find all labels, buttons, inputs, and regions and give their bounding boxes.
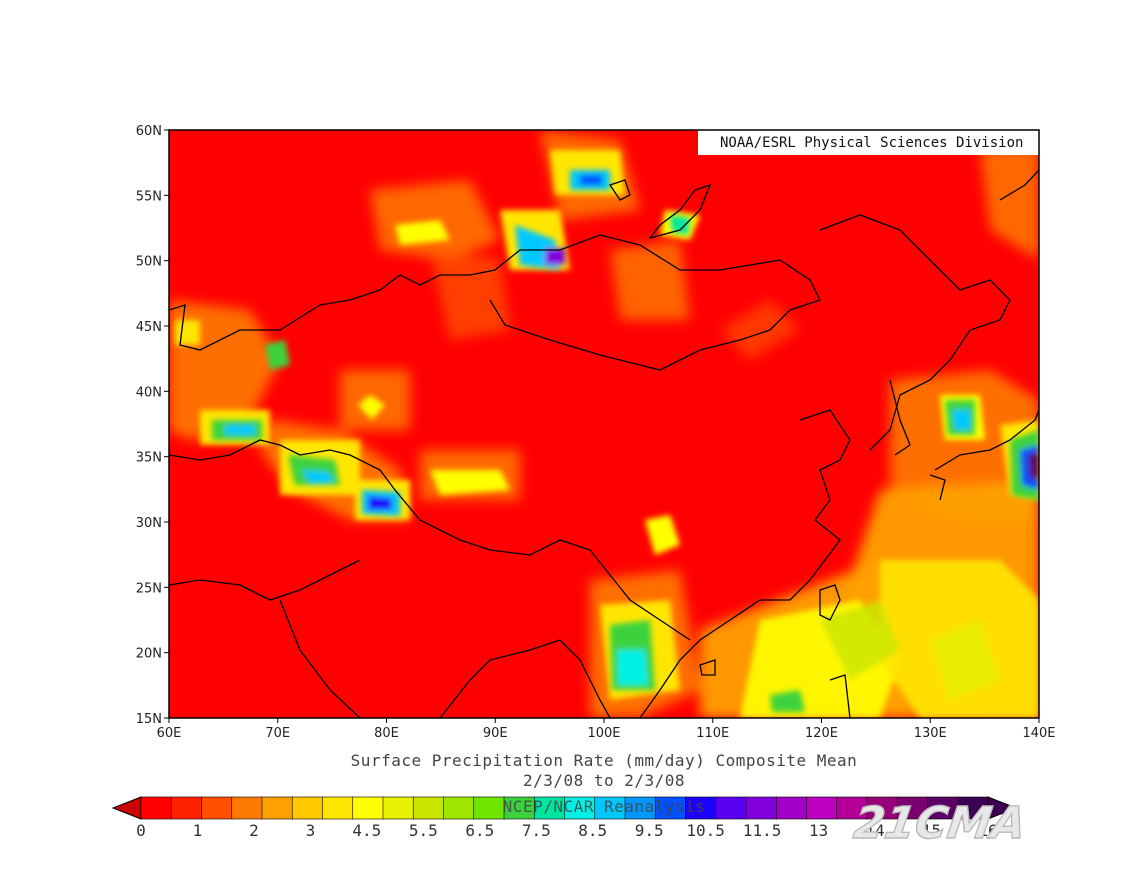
lon-tick-label: 90E [483, 726, 508, 741]
lat-tick-label: 50N [136, 255, 162, 270]
border-path [169, 234, 821, 371]
coast-path [934, 409, 1039, 471]
lon-axis: 60E 70E 80E 90E 100E 110E 120E 130E 140E [157, 718, 1056, 741]
colorbar-label: 13 [809, 821, 828, 840]
lat-tick-label: 60N [136, 124, 162, 139]
coast-path [439, 639, 611, 718]
colorbar-label: 7.5 [522, 821, 551, 840]
colorbar-swatch [473, 796, 505, 820]
colorbar-swatch [382, 796, 415, 820]
lon-tick-label: 140E [1022, 726, 1055, 741]
coast-path [999, 169, 1039, 201]
dataset-subtitle: NCEP/NCAR Reanalysis [503, 797, 706, 816]
colorbar-swatch [261, 796, 294, 820]
colorbar-label: 8.5 [578, 821, 607, 840]
colorbar-swatch [745, 796, 778, 820]
colorbar-swatch [806, 796, 838, 820]
lat-tick-label: 15N [136, 712, 162, 727]
border-path [819, 214, 1011, 451]
colorbar-label: 11.5 [743, 821, 782, 840]
coastlines-and-borders [169, 169, 1039, 718]
lon-tick-label: 100E [587, 726, 620, 741]
coast-path [279, 599, 361, 718]
colorbar-swatch [352, 796, 384, 820]
colorbar-swatch [291, 796, 324, 820]
colorbar-label: 9.5 [635, 821, 664, 840]
lat-tick-label: 55N [136, 189, 162, 204]
colorbar-label: 6.5 [465, 821, 494, 840]
colorbar-label: 14 [865, 821, 884, 840]
colorbar-swatch [322, 796, 354, 820]
lat-tick-label: 20N [136, 647, 162, 662]
colorbar-swatch [775, 796, 808, 820]
lon-tick-label: 70E [265, 726, 290, 741]
lat-tick-label: 40N [136, 385, 162, 400]
colorbar-swatch [715, 796, 747, 820]
map-plot-area: NOAA/ESRL Physical Sciences Division [169, 130, 1039, 718]
colorbar-label: 16 [978, 821, 997, 840]
credit-box [698, 130, 1039, 155]
colorbar-label: 0 [136, 821, 146, 840]
colorbar-label: 1 [193, 821, 203, 840]
colorbar-swatch [170, 796, 203, 820]
colorbar-swatch [140, 796, 173, 820]
coast-path [829, 674, 851, 718]
colorbar-label: 15 [922, 821, 941, 840]
colorbar-labels: 0 1 2 3 4.5 5.5 6.5 7.5 8.5 9.5 10.5 11.5 13 14 15 16 [136, 821, 997, 840]
border-path [169, 559, 361, 601]
colorbar-swatch [201, 796, 233, 820]
lat-axis: 60N 55N 50N 45N 40N 35N 30N 25N 20N 15N [136, 124, 169, 727]
lon-tick-label: 130E [914, 726, 947, 741]
colorbar-label: 2 [249, 821, 259, 840]
coast-path [608, 179, 631, 201]
lat-tick-label: 35N [136, 451, 162, 466]
lon-tick-label: 80E [374, 726, 399, 741]
colorbar-swatch [412, 796, 445, 820]
credit-text: NOAA/ESRL Physical Sciences Division [720, 135, 1023, 151]
coast-path [929, 474, 946, 501]
colorbar-swatch [231, 796, 263, 820]
lon-tick-label: 120E [805, 726, 838, 741]
colorbar-swatch [443, 796, 475, 820]
lon-tick-label: 60E [157, 726, 182, 741]
colorbar-label: 5.5 [409, 821, 438, 840]
coast-path [639, 409, 851, 718]
colorbar-label: 3 [306, 821, 316, 840]
colorbar-under-arrow [111, 796, 142, 820]
coast-path [699, 659, 716, 676]
lat-tick-label: 30N [136, 516, 162, 531]
coast-path [648, 183, 712, 240]
colorbar [111, 796, 1018, 820]
coast-path [889, 379, 911, 456]
coast-path [819, 584, 841, 621]
border-path [169, 439, 691, 641]
lat-tick-label: 25N [136, 581, 162, 596]
precip-high-cores [212, 170, 1039, 712]
chart-title-line2: 2/3/08 to 2/3/08 [523, 771, 685, 790]
chart-title-line1: Surface Precipitation Rate (mm/day) Comp… [351, 751, 858, 770]
colorbar-over-arrow [987, 796, 1018, 820]
colorbar-label: 10.5 [686, 821, 725, 840]
watermark-logo: 21CMA [851, 798, 1029, 849]
lat-tick-label: 45N [136, 320, 162, 335]
lon-tick-label: 110E [696, 726, 729, 741]
colorbar-label: 4.5 [352, 821, 381, 840]
